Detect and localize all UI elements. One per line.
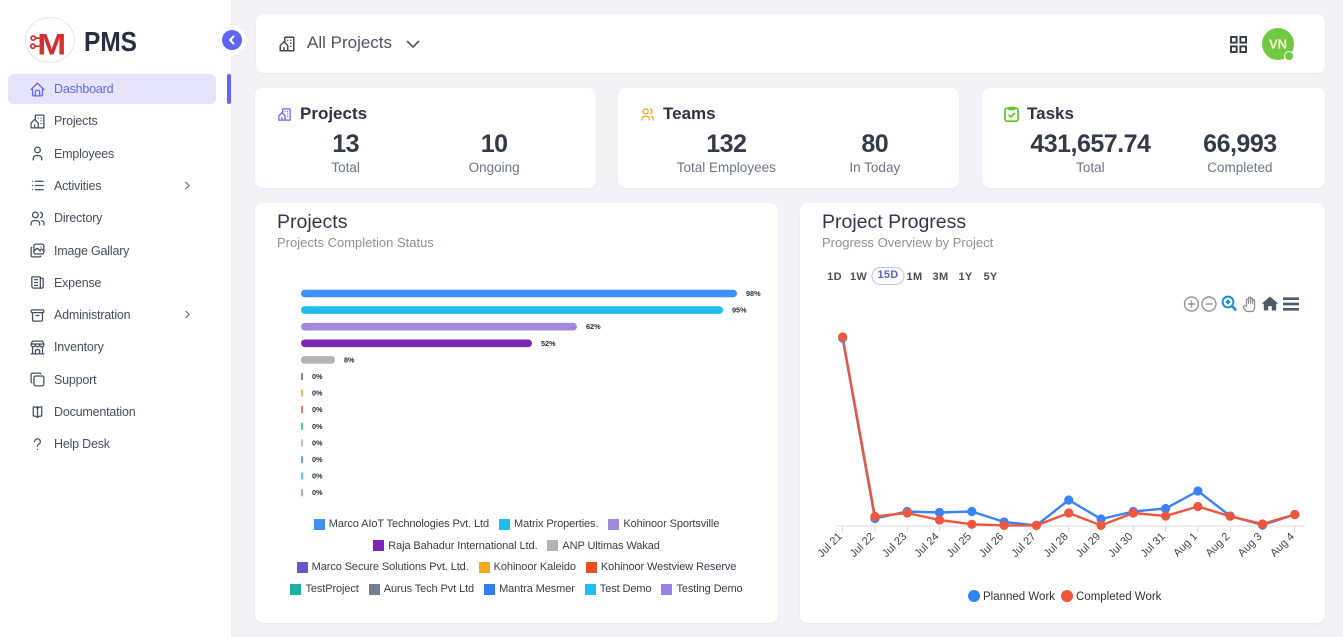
svg-text:Jul 26: Jul 26 [977,531,1006,560]
svg-text:8%: 8% [344,355,355,364]
svg-text:Jul 25: Jul 25 [945,531,974,560]
svg-text:Aug 1: Aug 1 [1171,531,1200,560]
svg-text:Aug 2: Aug 2 [1204,531,1233,560]
svg-text:0%: 0% [312,405,323,414]
svg-text:62%: 62% [586,322,601,331]
svg-text:Jul 24: Jul 24 [912,531,941,560]
svg-text:Jul 28: Jul 28 [1042,531,1071,560]
svg-text:98%: 98% [746,289,761,298]
svg-text:Planned Work: Planned Work [983,591,1055,603]
svg-text:0%: 0% [312,472,323,481]
svg-text:95%: 95% [732,306,747,315]
svg-text:Jul 29: Jul 29 [1074,531,1103,560]
svg-text:Aug 3: Aug 3 [1236,531,1265,560]
svg-text:Jul 27: Jul 27 [1009,531,1038,560]
svg-text:0%: 0% [312,389,323,398]
svg-text:0%: 0% [312,438,323,447]
svg-text:VN: VN [1269,37,1287,52]
svg-text:Completed Work: Completed Work [1076,591,1162,603]
svg-text:PMS: PMS [84,29,137,53]
svg-text:Jul 30: Jul 30 [1106,531,1135,560]
svg-text:Jul 21: Jul 21 [815,531,844,560]
svg-text:M: M [37,28,66,61]
svg-text:0%: 0% [312,455,323,464]
svg-text:0%: 0% [312,488,323,497]
svg-text:52%: 52% [541,339,556,348]
svg-text:Jul 22: Jul 22 [848,531,877,560]
svg-text:0%: 0% [312,422,323,431]
svg-text:Aug 4: Aug 4 [1268,531,1297,560]
svg-text:0%: 0% [312,372,323,381]
svg-text:Jul 31: Jul 31 [1138,531,1167,560]
svg-text:Jul 23: Jul 23 [880,531,909,560]
